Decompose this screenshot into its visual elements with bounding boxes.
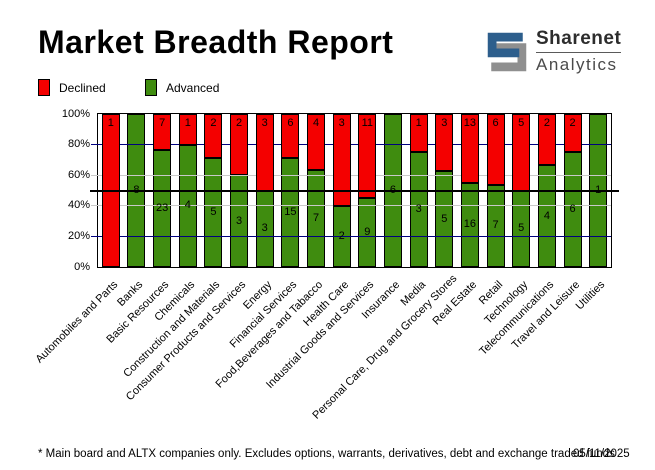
fifty-percent-line: [90, 189, 619, 192]
bar-value-label: 5: [441, 212, 448, 225]
bar-segment-declined: [435, 114, 454, 172]
bar-value-label: 4: [312, 117, 320, 129]
bar-value-label: 1: [595, 184, 602, 196]
bar-segment-declined: [307, 114, 326, 170]
bar-value-label: 2: [569, 117, 576, 129]
declined-label: Declined: [59, 80, 106, 95]
bar-segment-advanced: [563, 152, 582, 267]
bar-value-label: 7: [312, 211, 320, 224]
brand-subname: Analytics: [536, 55, 618, 74]
bar-value-label: 8: [133, 184, 140, 196]
stacked-bar-chart: 0% 20% 40% 60% 80% 100% 1 Automobiles and Parts…: [33, 108, 619, 422]
bar-segment-advanced: [307, 169, 326, 267]
bar-segment-declined: [563, 114, 582, 153]
bar-segment-advanced: [435, 171, 454, 267]
bar-segment-declined: [332, 114, 351, 206]
bar-value-label: 1: [415, 117, 422, 129]
advanced-swatch: [145, 79, 157, 96]
axis-tick: [91, 235, 98, 237]
report-date: 05/11/2025: [573, 448, 630, 460]
y-axis-label: 60%: [67, 168, 90, 181]
bar-value-label: 4: [543, 209, 550, 222]
sharenet-logo-icon: [487, 32, 527, 71]
brand-text: Sharenet Analytics: [536, 28, 622, 75]
bar-value-label: 9: [364, 226, 371, 239]
bar-value-label: 2: [543, 117, 550, 129]
bar-value-label: 6: [389, 184, 397, 196]
bar-segment-declined: [460, 114, 479, 183]
bar-segment-declined: [204, 114, 223, 158]
bar-value-label: 7: [159, 117, 166, 129]
bar-segment-declined: [358, 114, 377, 199]
bar-value-label: 2: [210, 117, 217, 129]
bar-segment-declined: [537, 114, 556, 165]
bar-value-label: 6: [492, 117, 499, 129]
bar-value-label: 13: [463, 117, 477, 129]
bar-value-label: 1: [184, 117, 191, 129]
legend-declined: Declined: [38, 79, 106, 96]
legend-advanced: Advanced: [145, 79, 219, 96]
page-title: Market Breadth Report: [38, 24, 394, 60]
bar-value-label: 3: [338, 117, 345, 129]
bar-segment-declined: [178, 114, 197, 145]
bar-value-label: 5: [518, 222, 525, 235]
grid-line: [98, 174, 611, 176]
axis-tick: [91, 205, 98, 207]
axis-tick: [91, 174, 98, 176]
bar-value-label: 5: [210, 205, 217, 218]
bar-value-label: 5: [518, 117, 525, 129]
bar-value-label: 4: [184, 199, 191, 212]
bar-value-label: 15: [284, 205, 297, 218]
bar-segment-advanced: [486, 184, 505, 267]
advanced-label: Advanced: [166, 80, 220, 95]
bar-value-label: 6: [287, 117, 294, 129]
bar-value-label: 2: [338, 229, 345, 242]
bar-segment-declined: [153, 114, 172, 150]
bar-segment-advanced: [358, 198, 377, 267]
bar-value-label: 3: [261, 117, 268, 129]
bar-segment-advanced: [281, 157, 300, 267]
bar-segment-declined: [409, 114, 428, 153]
bar-value-label: 7: [492, 219, 499, 232]
grid-line: [98, 235, 611, 237]
bar-value-label: 16: [463, 218, 477, 231]
y-axis-label: 20%: [67, 229, 90, 242]
bar-segment-advanced: [204, 157, 223, 267]
y-axis-label: 80%: [67, 138, 90, 151]
bar-segment-declined: [230, 114, 249, 176]
bar-segment-advanced: [153, 149, 172, 267]
bar-segment-declined: [281, 114, 300, 158]
y-axis-label: 40%: [67, 199, 90, 212]
bar-value-label: 3: [261, 222, 268, 235]
grid-line: [98, 144, 611, 146]
declined-swatch: [38, 79, 50, 96]
bar-value-label: 23: [156, 201, 169, 214]
axis-tick: [91, 144, 98, 146]
bar-value-label: 3: [236, 214, 243, 227]
y-axis-label: 100%: [61, 107, 90, 120]
bar-segment-advanced: [230, 175, 249, 267]
bar-value-label: 3: [441, 117, 448, 129]
brand-logo: Sharenet Analytics: [486, 28, 622, 75]
bar-segment-declined: [486, 114, 505, 185]
bar-value-label: 2: [236, 117, 243, 129]
bar-value-label: 3: [415, 203, 422, 216]
brand-name: Sharenet: [536, 28, 622, 53]
y-axis-label: 0%: [74, 260, 90, 273]
bar-segment-advanced: [460, 182, 479, 267]
footnote: * Main board and ALTX companies only. Ex…: [38, 448, 615, 460]
bar-segment-advanced: [409, 152, 428, 267]
grid-line: [98, 205, 611, 207]
bar-value-label: 6: [569, 203, 576, 216]
bar-value-label: 11: [361, 117, 374, 129]
bar-value-label: 1: [107, 117, 114, 129]
